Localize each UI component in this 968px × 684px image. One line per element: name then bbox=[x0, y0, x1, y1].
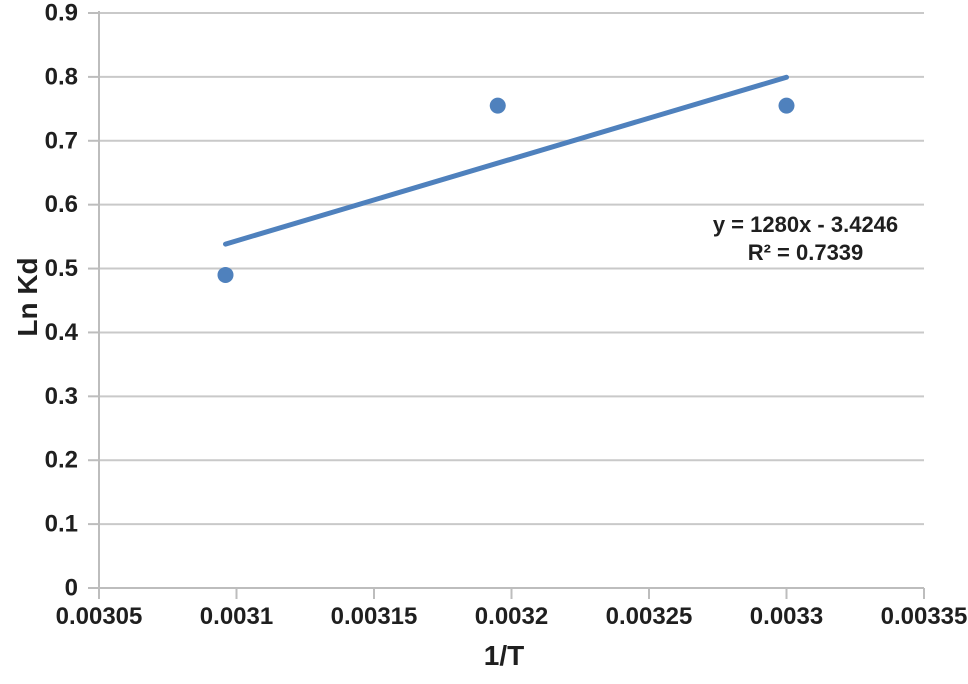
x-tick-label: 0.00325 bbox=[606, 603, 693, 630]
y-tick-label: 0.4 bbox=[45, 319, 79, 346]
x-tick-label: 0.00315 bbox=[331, 603, 418, 630]
x-tick-label: 0.0032 bbox=[475, 603, 548, 630]
data-point bbox=[778, 97, 795, 114]
x-tick-label: 0.0031 bbox=[200, 603, 273, 630]
y-tick-label: 0 bbox=[65, 575, 78, 602]
x-tick-label: 0.00305 bbox=[56, 603, 143, 630]
trendline-annotation: y = 1280x - 3.4246 R² = 0.7339 bbox=[688, 211, 923, 267]
y-tick-label: 0.8 bbox=[45, 63, 78, 90]
y-tick-label: 0.9 bbox=[45, 0, 78, 27]
y-tick-label: 0.6 bbox=[45, 191, 78, 218]
trendline-r-squared: R² = 0.7339 bbox=[747, 240, 864, 265]
y-tick-label: 0.1 bbox=[45, 511, 78, 538]
y-tick-label: 0.7 bbox=[45, 127, 78, 154]
y-tick-label: 0.5 bbox=[45, 255, 78, 282]
data-point bbox=[217, 266, 234, 283]
x-axis-title: 1/T bbox=[483, 640, 525, 671]
x-tick-label: 0.00335 bbox=[881, 603, 968, 630]
y-tick-label: 0.3 bbox=[45, 383, 78, 410]
trendline-equation: y = 1280x - 3.4246 bbox=[712, 212, 899, 237]
trendline bbox=[223, 74, 789, 247]
y-axis-title: Ln Kd bbox=[12, 257, 43, 337]
x-tick-label: 0.0033 bbox=[750, 603, 823, 630]
data-point bbox=[489, 97, 506, 114]
y-tick-label: 0.2 bbox=[45, 447, 78, 474]
